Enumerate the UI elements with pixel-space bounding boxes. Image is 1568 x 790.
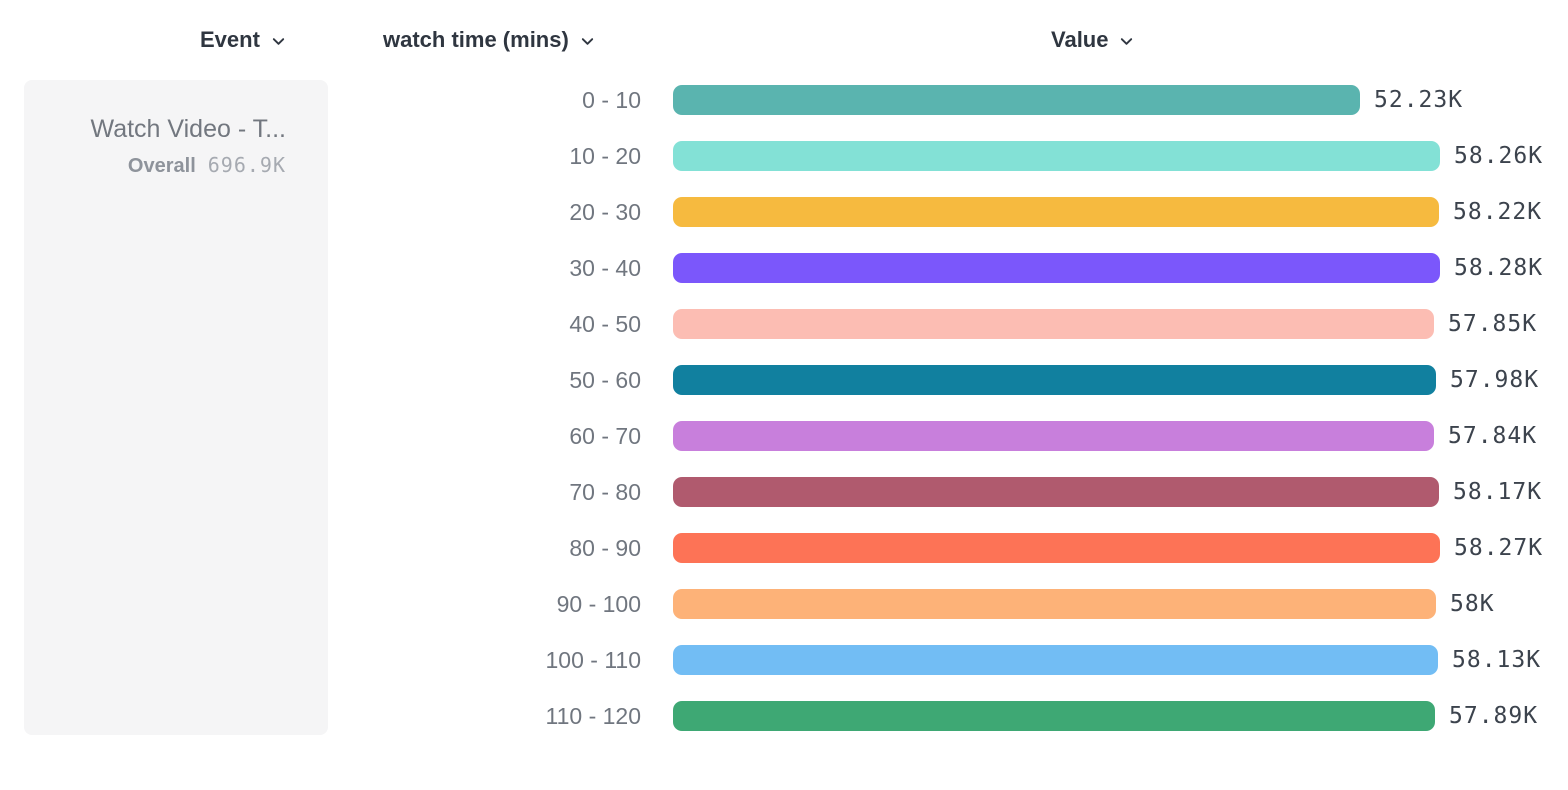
value-bar[interactable] xyxy=(673,85,1360,115)
value-bar[interactable] xyxy=(673,421,1434,451)
value-bar[interactable] xyxy=(673,645,1438,675)
value-label: 58.27K xyxy=(1454,535,1544,561)
value-column-label: Value xyxy=(1051,27,1109,52)
chart-row: 70 - 80 58.17K xyxy=(0,477,1568,507)
value-bar[interactable] xyxy=(673,533,1440,563)
category-label: 30 - 40 xyxy=(569,255,641,281)
category-label: 110 - 120 xyxy=(545,703,641,729)
chevron-down-icon xyxy=(581,38,593,45)
chart-row: 40 - 50 57.85K xyxy=(0,309,1568,339)
chart-row: 20 - 30 58.22K xyxy=(0,197,1568,227)
value-bar[interactable] xyxy=(673,141,1440,171)
category-label: 70 - 80 xyxy=(569,479,641,505)
dimension-column-label: watch time (mins) xyxy=(383,27,569,52)
dimension-column-header[interactable]: watch time (mins) xyxy=(383,27,595,53)
category-label: 100 - 110 xyxy=(545,647,641,673)
chart-row: 100 - 110 58.13K xyxy=(0,645,1568,675)
value-column-header[interactable]: Value xyxy=(1051,27,1134,53)
value-bar[interactable] xyxy=(673,477,1439,507)
event-column-label: Event xyxy=(200,27,260,52)
event-name: Watch Video - T... xyxy=(90,115,286,143)
category-label: 40 - 50 xyxy=(569,311,641,337)
value-label: 58.17K xyxy=(1453,479,1543,505)
category-label: 10 - 20 xyxy=(569,143,641,169)
category-label: 0 - 10 xyxy=(582,87,641,113)
value-label: 57.84K xyxy=(1448,423,1538,449)
chart-row: 110 - 120 57.89K xyxy=(0,701,1568,731)
value-label: 58.22K xyxy=(1453,199,1543,225)
event-column-header[interactable]: Event xyxy=(200,27,286,53)
category-label: 90 - 100 xyxy=(556,591,641,617)
chart-row: 50 - 60 57.98K xyxy=(0,365,1568,395)
value-bar[interactable] xyxy=(673,365,1436,395)
chart-row: 80 - 90 58.27K xyxy=(0,533,1568,563)
event-overall-row: Overall 696.9K xyxy=(44,152,286,179)
value-label: 52.23K xyxy=(1374,87,1464,113)
value-bar[interactable] xyxy=(673,589,1436,619)
overall-value: 696.9K xyxy=(207,153,286,177)
chart-row: 60 - 70 57.84K xyxy=(0,421,1568,451)
value-label: 57.85K xyxy=(1448,311,1538,337)
value-bar[interactable] xyxy=(673,309,1434,339)
value-label: 58.26K xyxy=(1454,143,1544,169)
chart-row: 10 - 20 58.26K xyxy=(0,141,1568,171)
value-label: 57.98K xyxy=(1450,367,1540,393)
category-label: 20 - 30 xyxy=(569,199,641,225)
value-label: 58.13K xyxy=(1452,647,1542,673)
value-label: 58.28K xyxy=(1454,255,1544,281)
chevron-down-icon xyxy=(1121,38,1133,45)
value-bar[interactable] xyxy=(673,701,1435,731)
value-bar[interactable] xyxy=(673,197,1439,227)
value-bar[interactable] xyxy=(673,253,1440,283)
chevron-down-icon xyxy=(272,38,285,45)
chart-row: 30 - 40 58.28K xyxy=(0,253,1568,283)
category-label: 50 - 60 xyxy=(569,367,641,393)
value-label: 57.89K xyxy=(1449,703,1539,729)
category-label: 80 - 90 xyxy=(569,535,641,561)
chart-row: 0 - 10 52.23K xyxy=(0,85,1568,115)
overall-label: Overall xyxy=(127,155,196,177)
category-label: 60 - 70 xyxy=(569,423,641,449)
value-label: 58K xyxy=(1450,591,1495,617)
chart-row: 90 - 100 58K xyxy=(0,589,1568,619)
event-card[interactable]: Watch Video - T... Overall 696.9K xyxy=(24,80,328,735)
